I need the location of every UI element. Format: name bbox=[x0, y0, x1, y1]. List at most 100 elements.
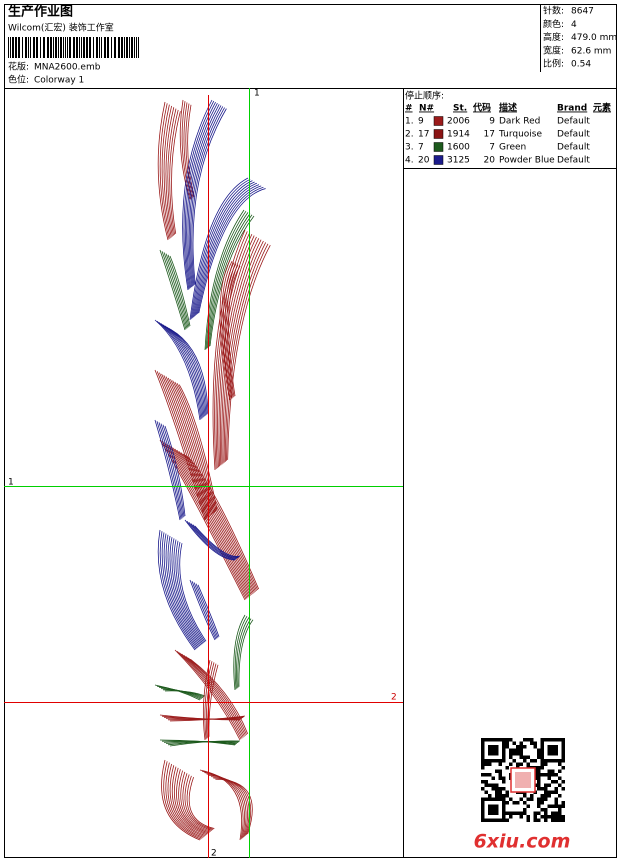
stitch-line bbox=[182, 453, 257, 591]
qr-cell bbox=[547, 769, 551, 773]
stitch-line bbox=[169, 255, 191, 327]
row-stitches: 3125 bbox=[447, 156, 470, 166]
stitch-line bbox=[184, 454, 258, 591]
qr-cell bbox=[523, 745, 527, 749]
stitch-line bbox=[212, 229, 246, 471]
qr-cell bbox=[498, 759, 502, 763]
row-brand: Default bbox=[557, 143, 590, 153]
stitch-line bbox=[193, 582, 218, 639]
stitch-line bbox=[172, 447, 252, 596]
qr-cell bbox=[558, 818, 562, 822]
stitch-line bbox=[182, 99, 213, 291]
stitch-line bbox=[183, 654, 245, 737]
qr-cell bbox=[554, 797, 558, 801]
stitch-line bbox=[188, 522, 238, 559]
qr-cell bbox=[505, 794, 509, 798]
qr-cell bbox=[523, 759, 527, 763]
stitch-line bbox=[194, 182, 257, 317]
bar bbox=[136, 37, 137, 58]
qr-cell bbox=[502, 815, 506, 819]
qr-cell bbox=[512, 748, 516, 752]
row-brand: Default bbox=[557, 117, 590, 127]
qr-cell bbox=[519, 741, 523, 745]
bar bbox=[131, 37, 133, 58]
color-swatch bbox=[433, 116, 444, 126]
qr-cell bbox=[484, 783, 488, 787]
qr-cell bbox=[533, 811, 537, 815]
qr-cell bbox=[558, 783, 562, 787]
qr-cell bbox=[481, 766, 485, 770]
qr-cell bbox=[551, 818, 555, 822]
bar bbox=[50, 37, 52, 58]
qr-cell bbox=[540, 794, 544, 798]
row-stitches: 2006 bbox=[447, 117, 470, 127]
stitch-line bbox=[167, 254, 190, 327]
bar bbox=[126, 37, 128, 58]
stitch-line bbox=[215, 778, 253, 834]
qr-cell bbox=[509, 738, 513, 742]
info-value: 62.6 mm bbox=[571, 46, 611, 56]
qr-cell bbox=[547, 759, 551, 763]
stitch-line bbox=[190, 523, 239, 559]
qr-cell bbox=[502, 797, 506, 801]
qr-cell bbox=[540, 762, 544, 766]
qr-cell bbox=[526, 755, 530, 759]
stitch-line bbox=[182, 773, 212, 832]
stitch-line bbox=[164, 325, 206, 417]
qr-cell bbox=[495, 808, 499, 812]
qr-code bbox=[481, 738, 565, 822]
stitch-line bbox=[238, 619, 254, 687]
qr-cell bbox=[498, 797, 502, 801]
stitch-line bbox=[166, 326, 207, 416]
embroidery-design bbox=[154, 99, 271, 841]
qr-cell bbox=[540, 808, 544, 812]
bar bbox=[134, 37, 135, 58]
stitch-line bbox=[161, 759, 201, 841]
qr-cell bbox=[547, 773, 551, 777]
qr-cell bbox=[505, 801, 509, 805]
stitch-line bbox=[187, 657, 247, 735]
qr-cell bbox=[561, 787, 565, 791]
column-header: Brand bbox=[557, 104, 587, 114]
qr-cell bbox=[547, 804, 551, 808]
qr-cell bbox=[495, 738, 499, 742]
qr-cell bbox=[512, 811, 516, 815]
qr-cell bbox=[495, 783, 499, 787]
qr-cell bbox=[484, 759, 488, 763]
qr-cell bbox=[551, 745, 555, 749]
stitch-line bbox=[221, 261, 233, 400]
guide-label: 1 bbox=[254, 89, 260, 99]
qr-cell bbox=[544, 797, 548, 801]
stitch-line bbox=[190, 106, 224, 286]
qr-cell bbox=[498, 776, 502, 780]
qr-cell bbox=[498, 787, 502, 791]
bar bbox=[55, 37, 57, 58]
qr-cell bbox=[561, 818, 565, 822]
qr-cell bbox=[523, 794, 527, 798]
row-code: 7 bbox=[489, 143, 495, 153]
qr-cell bbox=[551, 815, 555, 819]
stitch-line bbox=[165, 534, 200, 648]
stitch-line bbox=[202, 770, 244, 840]
qr-cell bbox=[512, 741, 516, 745]
qr-cell bbox=[502, 755, 506, 759]
qr-cell bbox=[547, 815, 551, 819]
qr-cell bbox=[537, 755, 541, 759]
qr-cell bbox=[495, 769, 499, 773]
stitch-line bbox=[169, 537, 202, 646]
qr-cell bbox=[495, 745, 499, 749]
qr-cell bbox=[544, 787, 548, 791]
qr-cell bbox=[484, 818, 488, 822]
qr-cell bbox=[488, 738, 492, 742]
qr-cell bbox=[544, 738, 548, 742]
bar bbox=[33, 37, 35, 58]
qr-cell bbox=[554, 818, 558, 822]
stitch-line bbox=[186, 520, 237, 560]
stitch-line bbox=[208, 214, 253, 347]
qr-cell bbox=[519, 745, 523, 749]
stitch-line bbox=[154, 419, 181, 521]
info-value: 8647 bbox=[571, 7, 594, 17]
stitch-line bbox=[224, 263, 237, 398]
qr-cell bbox=[561, 801, 565, 805]
row-index: 3. bbox=[405, 143, 414, 153]
